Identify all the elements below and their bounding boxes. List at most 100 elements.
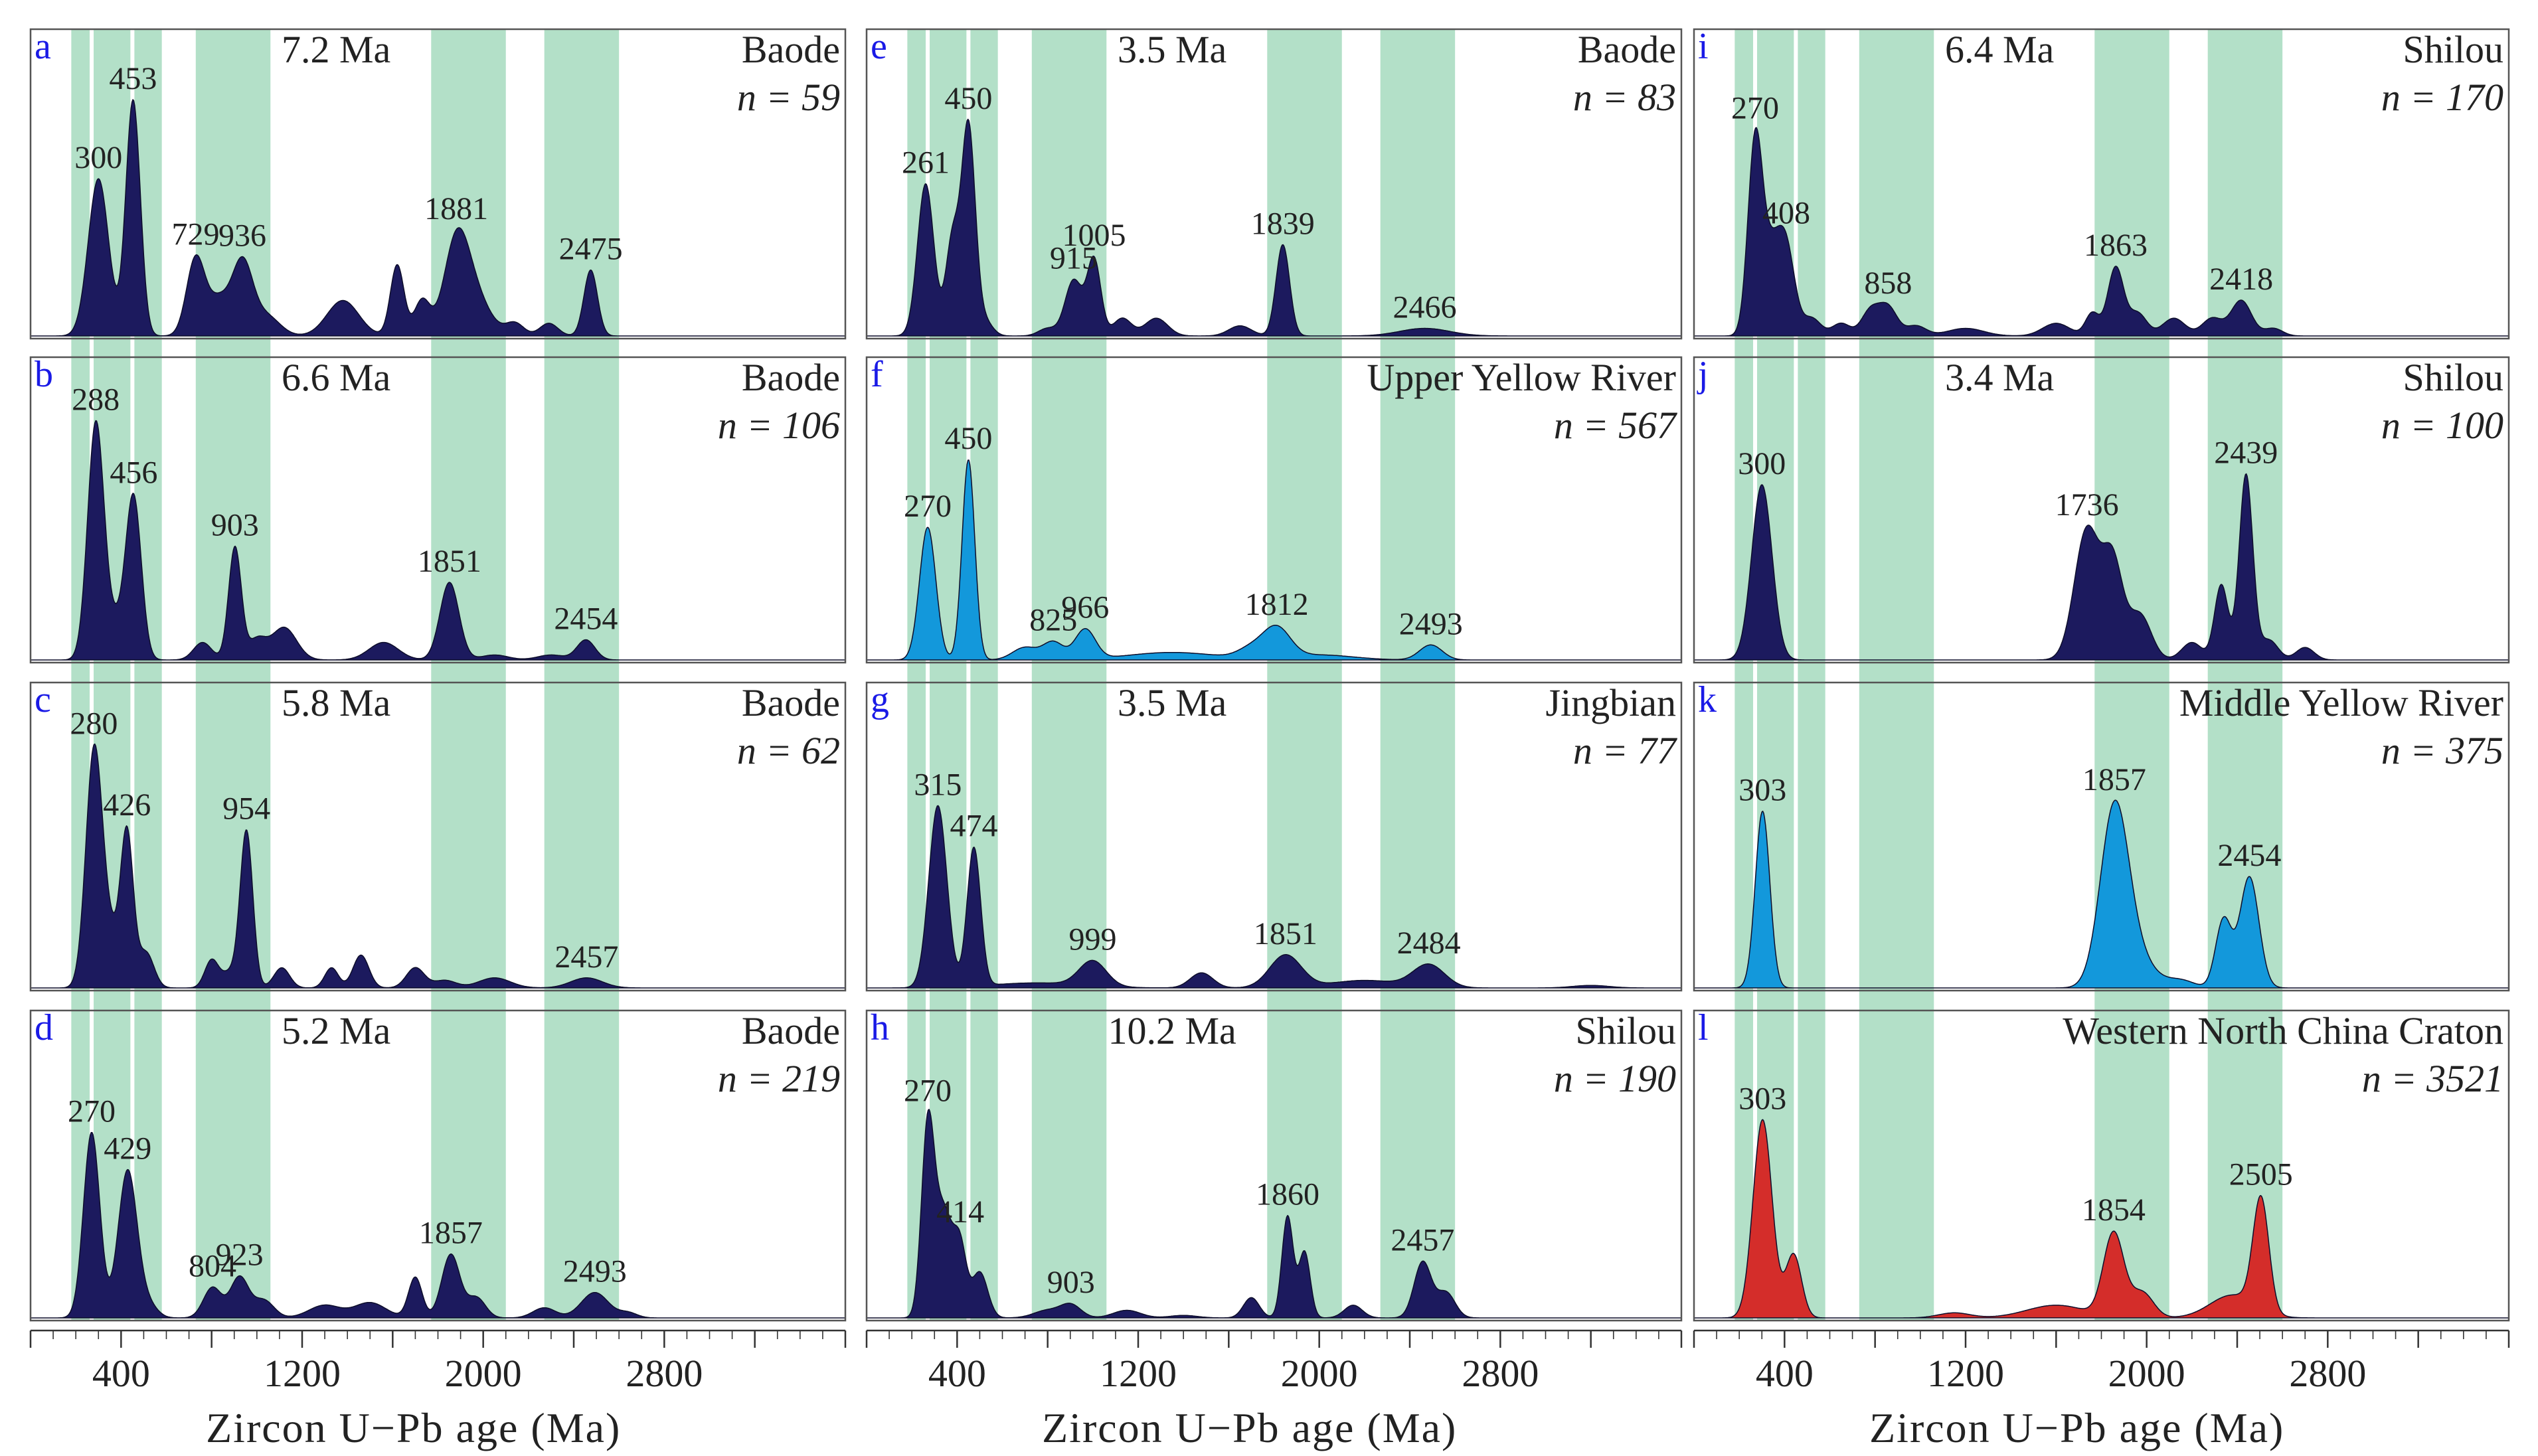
x-tick-label: 400 (1756, 1352, 1814, 1395)
peak-label: 315 (914, 767, 962, 802)
panel-age: 3.5 Ma (1118, 681, 1227, 724)
peak-label: 2457 (1391, 1222, 1454, 1257)
peak-label: 408 (1762, 195, 1810, 230)
peak-label: 1881 (424, 191, 488, 226)
peak-label: 1857 (2082, 762, 2146, 797)
age-band-2 (1859, 29, 1934, 1321)
reference-line-2 (1794, 29, 1798, 1321)
age-band-4 (544, 29, 620, 1321)
peak-label: 2466 (1393, 290, 1456, 325)
panel-site: Western North China Craton (2063, 1009, 2503, 1052)
x-tick-label: 2000 (1281, 1352, 1358, 1395)
panel-i: 270 408 858 1863 2418 i 6.4 Ma Shilou n = 170 (1693, 26, 2510, 340)
density-curve-e (866, 118, 1682, 337)
panel-l: 303 1854 2505 l Western North China Craton n … (1693, 1007, 2510, 1322)
peak-label: 1839 (1251, 206, 1315, 241)
reference-line-1 (90, 29, 94, 1321)
peak-label: 1857 (419, 1216, 483, 1251)
age-band-4 (1380, 29, 1456, 1321)
peak-label: 915 (1050, 240, 1098, 276)
reference-line-2 (130, 29, 135, 1321)
panel-letter: e (871, 26, 887, 67)
panel-b: 288 456 903 1851 2454 b 6.6 Ma Baode n = 106 (29, 354, 847, 664)
x-axis-title: Zircon U−Pb age (Ma) (206, 1404, 621, 1451)
density-curve-b (30, 420, 846, 661)
peak-label: 2418 (2209, 262, 2273, 297)
peak-label: 288 (72, 382, 120, 417)
panel-age: 3.5 Ma (1118, 28, 1227, 71)
panel-sample-count: n = 59 (737, 76, 840, 119)
panel-sample-count: n = 375 (2381, 729, 2503, 772)
panel-site: Baode (1578, 28, 1676, 71)
peak-label: 270 (904, 489, 952, 524)
peak-label: 2484 (1397, 926, 1461, 961)
panel-sample-count: n = 77 (1573, 729, 1677, 772)
density-curve-a (30, 99, 846, 337)
density-curve-l (1693, 1119, 2509, 1319)
peak-label: 1005 (1062, 218, 1126, 253)
panel-letter: l (1698, 1007, 1709, 1048)
density-curve-c (30, 743, 846, 989)
peak-label: 1863 (2084, 228, 2148, 263)
panel-age: 7.2 Ma (282, 28, 390, 71)
panel-sample-count: n = 190 (1554, 1057, 1676, 1100)
panel-site: Baode (742, 1009, 840, 1052)
peak-label: 1812 (1245, 587, 1309, 622)
x-axis-title: Zircon U−Pb age (Ma) (1869, 1404, 2284, 1451)
x-tick-label: 2800 (2289, 1352, 2366, 1395)
panel-frame-a (29, 28, 847, 340)
density-curve-d (30, 1131, 846, 1319)
panel-j: 300 1736 2439 j 3.4 Ma Shilou n = 100 (1693, 354, 2510, 664)
panel-letter: d (35, 1007, 53, 1048)
panel-letter: i (1698, 26, 1709, 67)
peak-label: 300 (1738, 446, 1786, 481)
peak-label: 450 (944, 81, 992, 116)
figure-column-3: 270 408 858 1863 2418 i 6.4 Ma Shilou n = 170 300… (1693, 26, 2510, 1451)
peak-label: 303 (1738, 1081, 1786, 1116)
peak-label: 954 (222, 791, 270, 827)
panel-sample-count: n = 170 (2381, 76, 2503, 119)
panel-frame-e (865, 28, 1683, 340)
x-tick-label: 400 (92, 1352, 150, 1395)
peak-label: 2439 (2214, 435, 2278, 470)
panel-sample-count: n = 83 (1573, 76, 1676, 119)
age-band-2 (1031, 29, 1107, 1321)
x-tick-label: 2800 (1462, 1352, 1539, 1395)
panel-h: 270 414 903 1860 2457 h 10.2 Ma Shilou n = 190 (865, 1007, 1683, 1322)
peak-label: 270 (904, 1074, 952, 1109)
panel-frame-l (1693, 1009, 2510, 1322)
age-band-1 (71, 29, 162, 1321)
peak-label: 474 (950, 809, 998, 844)
peak-label: 966 (1061, 590, 1109, 625)
peak-label: 903 (211, 508, 259, 543)
peak-label: 2475 (559, 232, 623, 267)
panel-age: 6.6 Ma (282, 356, 390, 399)
panel-age: 5.2 Ma (282, 1009, 390, 1052)
peak-label: 729 (171, 216, 219, 252)
peak-label: 2454 (554, 602, 618, 637)
panel-site: Jingbian (1545, 681, 1676, 724)
panel-sample-count: n = 100 (2381, 404, 2503, 447)
peak-label: 456 (110, 455, 157, 490)
panel-sample-count: n = 567 (1554, 404, 1677, 447)
panel-sample-count: n = 219 (718, 1057, 840, 1100)
peak-label: 2457 (554, 939, 618, 975)
panel-frame-d (29, 1009, 847, 1322)
age-band-3 (2094, 29, 2169, 1321)
age-band-2 (195, 29, 271, 1321)
peak-label: 450 (944, 421, 992, 456)
panel-site: Upper Yellow River (1367, 356, 1676, 399)
peak-label: 804 (189, 1248, 236, 1283)
peak-label: 936 (218, 218, 266, 254)
panel-letter: f (871, 354, 883, 395)
x-axis-title: Zircon U−Pb age (Ma) (1042, 1404, 1457, 1451)
age-bands (907, 29, 1456, 1321)
peak-label: 414 (936, 1194, 984, 1230)
peak-label: 999 (1068, 922, 1116, 957)
